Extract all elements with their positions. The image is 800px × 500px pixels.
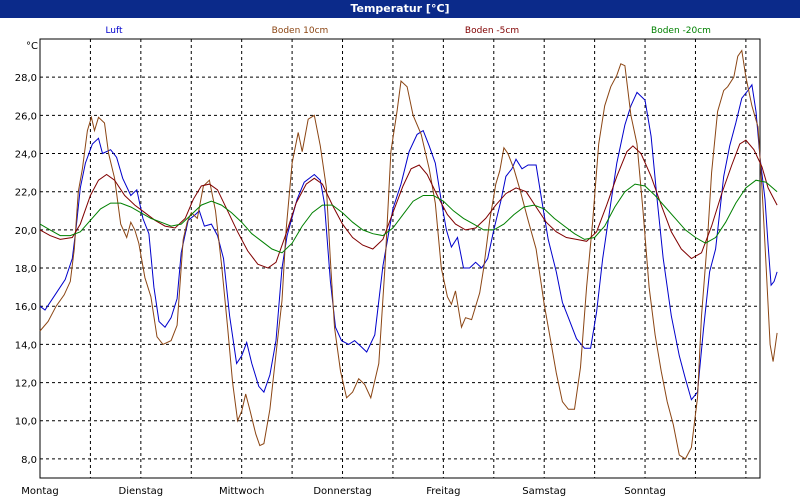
y-tick-label: 12,0 — [15, 379, 37, 390]
y-tick-label: 24,0 — [15, 150, 37, 161]
x-axis: Montag04.08.25Dienstag05.08.25Mittwoch06… — [21, 486, 666, 497]
y-tick-label: 18,0 — [15, 264, 37, 275]
y-tick-label: 16,0 — [15, 302, 37, 313]
window-title: Temperatur [°C] — [0, 0, 800, 18]
y-tick-label: 28,0 — [15, 73, 37, 84]
x-tick-day: Dienstag — [119, 486, 164, 497]
legend-entry: Boden -20cm — [651, 26, 711, 36]
series-line-boden-20cm — [39, 179, 778, 254]
temperature-chart: 8,0 10,0 12,0 14,0 16,0 18,0 20,0 22,0 24,0 26,0 2… — [15, 26, 778, 497]
grid — [40, 39, 760, 478]
chart-frame: 8,0 10,0 12,0 14,0 16,0 18,0 20,0 22,0 24,0 26,0 2… — [0, 18, 800, 500]
plot-area-border — [39, 38, 761, 479]
y-tick-label: 26,0 — [15, 111, 37, 122]
x-tick-day: Samstag — [522, 486, 566, 497]
x-tick-day: Mittwoch — [219, 486, 264, 497]
series-line-boden-5cm — [39, 139, 778, 269]
y-tick-label: 22,0 — [15, 188, 37, 199]
y-tick-label: 14,0 — [15, 340, 37, 351]
y-tick-label: 8,0 — [21, 455, 37, 466]
legend-entry: Luft — [105, 26, 123, 36]
y-tick-label: 20,0 — [15, 226, 37, 237]
y-axis-unit: °C — [26, 41, 38, 52]
series-lines — [39, 49, 778, 460]
legend: Luft Boden 10cm Boden -5cm Boden -20cm — [105, 26, 711, 36]
x-tick-day: Donnerstag — [313, 486, 371, 497]
legend-entry: Boden -5cm — [465, 26, 519, 36]
legend-entry: Boden 10cm — [272, 26, 329, 36]
y-axis: 8,0 10,0 12,0 14,0 16,0 18,0 20,0 22,0 24,0 26,0 2… — [15, 73, 37, 466]
x-tick-day: Montag — [21, 486, 58, 497]
series-line-boden-10cm — [39, 49, 778, 460]
x-tick-day: Sonntag — [624, 486, 666, 497]
x-tick-day: Freitag — [426, 486, 460, 497]
y-tick-label: 10,0 — [15, 417, 37, 428]
